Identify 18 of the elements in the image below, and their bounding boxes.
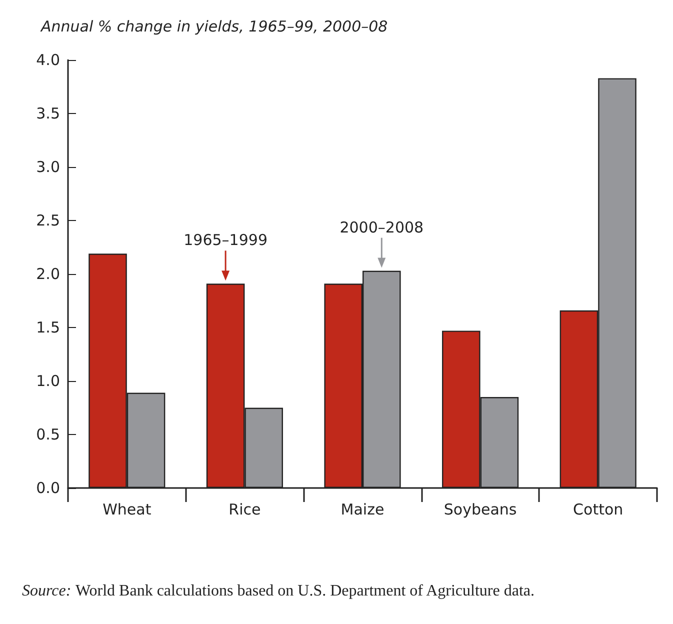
text: 1965–1999 <box>184 231 268 250</box>
source-note: Source: World Bank calculations based on U.S. Department of Agriculture data. <box>22 582 535 600</box>
x-tick-label: Soybeans <box>444 500 517 518</box>
y-tick-label: 3.0 <box>36 158 60 176</box>
x-tick-label: Cotton <box>573 500 624 518</box>
y-tick-label: 1.5 <box>36 318 60 336</box>
x-tick-label: Rice <box>228 500 261 518</box>
y-tick-label: 0.0 <box>36 479 60 497</box>
chart-title: Annual % change in yields, 1965–99, 2000–08 <box>40 18 388 36</box>
y-tick-label: 1.0 <box>36 372 60 390</box>
x-tick-label: Wheat <box>102 500 152 518</box>
y-tick-label: 2.5 <box>36 212 60 230</box>
y-tick-label: 3.5 <box>36 104 60 122</box>
x-tick-label: Maize <box>340 500 384 518</box>
y-tick-label: 0.5 <box>36 426 60 444</box>
y-tick-label: 4.0 <box>36 51 60 69</box>
y-tick-label: 2.0 <box>36 265 60 283</box>
text: 2000–2008 <box>340 218 424 236</box>
